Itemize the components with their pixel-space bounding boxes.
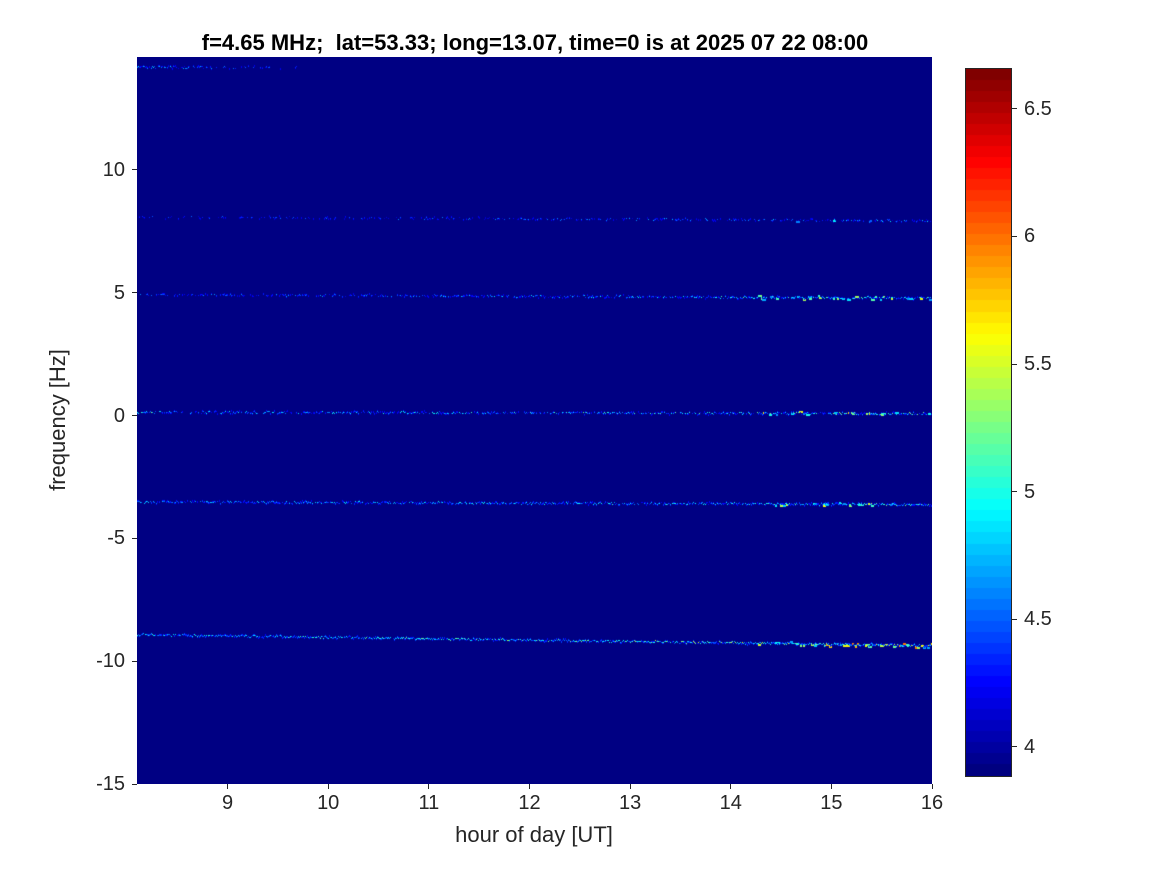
x-tick-mark [327, 784, 329, 789]
y-tick-label: -15 [96, 773, 125, 795]
x-tick-label: 16 [920, 792, 944, 814]
y-tick-mark [132, 292, 137, 294]
x-tick-mark [528, 784, 530, 789]
colorbar-tick-mark [1012, 491, 1017, 493]
y-tick-mark [132, 660, 137, 662]
colorbar-tick-mark [1012, 235, 1017, 237]
y-tick-mark [132, 537, 137, 539]
colorbar-tick-mark [1012, 618, 1017, 620]
x-tick-mark [830, 784, 832, 789]
colorbar-tick-label: 6.5 [1024, 97, 1052, 120]
x-tick-label: 13 [618, 792, 642, 814]
y-tick-label: -10 [96, 650, 125, 673]
colorbar-tick-label: 4 [1024, 735, 1036, 758]
colorbar [965, 68, 1012, 777]
colorbar-tick-mark [1012, 363, 1017, 365]
y-tick-mark [132, 415, 137, 417]
x-tick-mark [227, 784, 229, 789]
chart-title: f=4.65 MHz; lat=53.33; long=13.07, time=… [201, 30, 869, 55]
y-tick-label: -5 [107, 527, 125, 550]
colorbar-tick-label: 5.5 [1024, 353, 1052, 376]
y-tick-label: 0 [113, 404, 125, 427]
x-tick-mark [428, 784, 430, 789]
y-tick-mark [132, 783, 137, 785]
x-tick-label: 11 [418, 792, 440, 814]
x-tick-label: 14 [719, 792, 742, 814]
x-tick-mark [629, 784, 631, 789]
x-tick-mark [730, 784, 732, 789]
x-tick-label: 10 [317, 792, 340, 814]
colorbar-tick-label: 6 [1024, 225, 1036, 248]
colorbar-tick-mark [1012, 108, 1017, 110]
x-tick-label: 15 [820, 792, 843, 814]
y-tick-label: 5 [113, 281, 125, 304]
y-tick-mark [132, 169, 137, 171]
y-axis-label: frequency [Hz] [45, 349, 70, 491]
x-axis-label: hour of day [UT] [455, 822, 613, 847]
x-tick-mark [931, 784, 933, 789]
x-tick-label: 9 [222, 792, 234, 814]
colorbar-tick-label: 5 [1024, 480, 1036, 503]
heatmap-plot-canvas [137, 57, 932, 784]
x-tick-label: 12 [518, 792, 541, 814]
y-tick-label: 10 [102, 158, 125, 181]
colorbar-tick-mark [1012, 746, 1017, 748]
colorbar-tick-label: 4.5 [1024, 608, 1052, 631]
